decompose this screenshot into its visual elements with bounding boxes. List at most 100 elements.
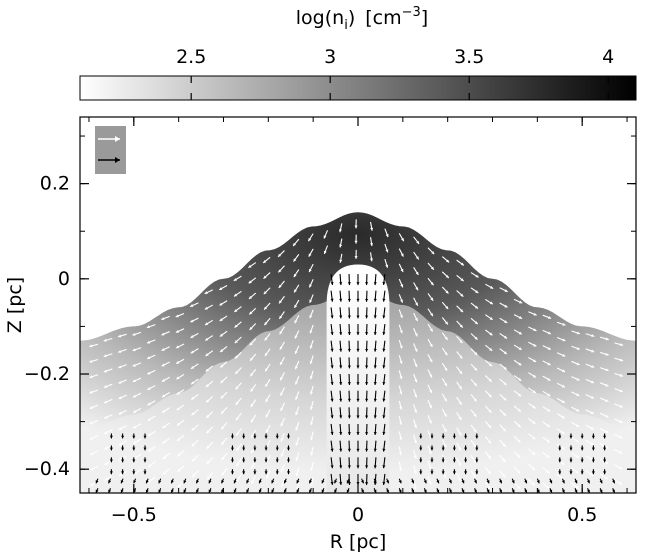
velocity-vector-black — [347, 340, 351, 352]
velocity-vector-black — [271, 488, 275, 493]
velocity-vector-white — [413, 434, 417, 444]
velocity-vector-white — [427, 277, 434, 286]
velocity-vector-white — [599, 473, 609, 480]
velocity-vector-white — [484, 436, 492, 444]
velocity-vector-white — [427, 369, 433, 378]
velocity-vector-white — [294, 360, 300, 370]
velocity-vector-white — [542, 436, 551, 443]
velocity-vector-white — [293, 299, 300, 309]
velocity-vector-white — [293, 284, 300, 293]
velocity-vector-white — [413, 251, 420, 260]
velocity-vector-black — [569, 469, 573, 475]
velocity-vector-white — [499, 287, 508, 293]
velocity-vector-black — [339, 473, 343, 485]
velocity-vector-black — [120, 478, 124, 484]
velocity-vector-white — [456, 412, 462, 421]
velocity-vector-white — [427, 384, 433, 394]
velocity-vector-white — [398, 400, 403, 410]
velocity-vector-white — [161, 346, 170, 352]
velocity-vector-white — [413, 297, 419, 306]
velocity-vector-white — [614, 433, 623, 439]
velocity-vector-white — [542, 375, 551, 382]
velocity-vector-black — [448, 478, 452, 484]
velocity-vector-white — [456, 396, 463, 406]
velocity-vector-white — [191, 409, 199, 416]
velocity-vector-black — [230, 433, 234, 439]
velocity-vector-black — [330, 473, 334, 485]
velocity-vector-white — [413, 449, 417, 459]
velocity-vector-white — [103, 353, 113, 358]
velocity-vector-white — [513, 451, 521, 459]
velocity-vector-black — [283, 488, 287, 493]
velocity-vector-black — [121, 469, 125, 475]
colorbar: 2.5 3 3.5 4 — [79, 46, 637, 101]
velocity-vector-white — [233, 306, 242, 313]
velocity-vector-white — [398, 294, 404, 303]
velocity-vector-white — [413, 358, 418, 368]
velocity-vector-black — [580, 469, 584, 475]
velocity-vector-white — [104, 475, 113, 481]
velocity-vector-black — [208, 488, 212, 493]
velocity-vector-white — [190, 332, 199, 339]
velocity-vector-white — [398, 248, 404, 257]
velocity-vector-black — [208, 478, 212, 484]
velocity-vector-black — [195, 478, 199, 484]
velocity-vector-black — [339, 274, 343, 286]
velocity-vector-white — [413, 388, 418, 398]
velocity-vector-white — [556, 413, 566, 419]
velocity-vector-black — [347, 457, 351, 469]
velocity-vector-white — [263, 302, 271, 311]
velocity-vector-black — [95, 478, 99, 484]
velocity-vector-white — [484, 375, 493, 383]
velocity-vector-black — [275, 433, 279, 439]
velocity-vector-white — [398, 431, 403, 441]
velocity-vector-white — [278, 280, 285, 289]
velocity-vector-black — [347, 357, 351, 369]
velocity-vector-black — [356, 374, 360, 386]
velocity-vector-black — [475, 433, 479, 439]
velocity-vector-white — [89, 389, 99, 394]
velocity-vector-white — [571, 376, 580, 381]
velocity-vector-white — [585, 424, 594, 430]
velocity-vector-white — [175, 328, 185, 334]
velocity-vector-white — [310, 431, 314, 441]
velocity-vector-black — [109, 469, 113, 475]
velocity-vector-white — [441, 408, 448, 418]
velocity-vector-black — [253, 445, 257, 451]
velocity-vector-white — [292, 238, 300, 247]
velocity-vector-white — [398, 324, 403, 334]
velocity-vector-white — [485, 314, 494, 321]
velocity-vector-white — [248, 262, 257, 269]
velocity-vector-white — [176, 465, 185, 473]
velocity-vector-white — [571, 452, 580, 459]
velocity-vector-black — [339, 373, 343, 386]
velocity-vector-white — [132, 392, 142, 398]
velocity-vector-white — [191, 470, 199, 478]
velocity-vector-black — [430, 457, 434, 463]
velocity-vector-black — [569, 457, 573, 463]
plot-area: −0.5 0 0.5 −0.4 −0.2 0 0.2 — [24, 116, 637, 526]
velocity-vector-black — [373, 307, 377, 319]
velocity-vector-white — [556, 428, 565, 435]
velocity-vector-white — [175, 358, 185, 365]
velocity-vector-black — [511, 488, 515, 493]
velocity-vector-white — [542, 467, 550, 474]
velocity-vector-black — [436, 488, 440, 493]
velocity-vector-white — [456, 259, 465, 266]
velocity-vector-white — [161, 361, 170, 367]
velocity-vector-white — [456, 381, 463, 390]
velocity-vector-white — [206, 457, 214, 465]
velocity-vector-white — [146, 369, 156, 375]
velocity-vector-white — [499, 439, 507, 448]
velocity-vector-white — [427, 262, 435, 271]
velocity-vector-black — [464, 457, 468, 463]
velocity-vector-white — [204, 289, 213, 295]
velocity-vector-white — [528, 357, 537, 363]
velocity-vector-black — [365, 307, 369, 319]
legend-box — [95, 126, 126, 174]
velocity-vector-white — [441, 347, 448, 356]
velocity-vector-white — [485, 283, 494, 290]
velocity-vector-white — [499, 470, 506, 478]
velocity-vector-black — [356, 457, 360, 469]
velocity-vector-white — [413, 465, 417, 475]
